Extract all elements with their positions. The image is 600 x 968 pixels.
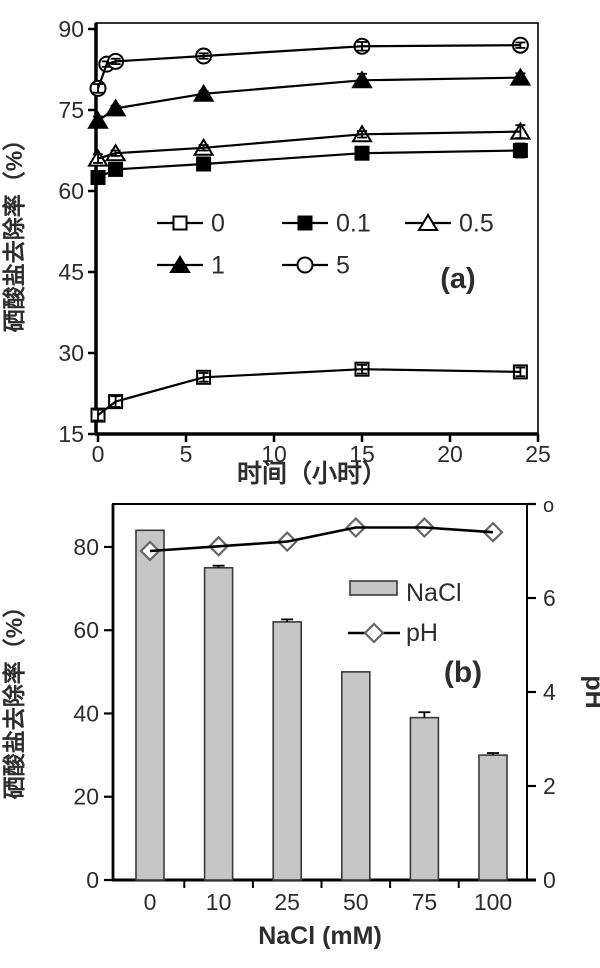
y-axis-title-left-b: 硒酸盐去除率（%） — [1, 595, 27, 799]
y-axis-title-right-b: pH — [580, 675, 600, 708]
legend-label-5: 5 — [336, 252, 350, 280]
y-tick-label-a: 15 — [58, 421, 84, 447]
x-axis-title-a: 时间（小时） — [237, 459, 387, 488]
series-5 — [89, 36, 529, 97]
y-tick-label-left-b: 60 — [73, 617, 99, 643]
x-category-label-b: 75 — [412, 889, 438, 915]
series-0 — [90, 361, 528, 423]
legend-label-ph: pH — [406, 619, 438, 647]
x-category-label-b: 0 — [144, 889, 157, 915]
y-tick-label-right-b: o — [543, 495, 554, 517]
ph-line — [149, 526, 494, 553]
series-0.5 — [87, 121, 532, 167]
bar-25 — [272, 621, 303, 881]
triangle-filled-marker — [169, 255, 191, 273]
bar-100 — [478, 754, 508, 881]
x-tick-label-a: 15 — [349, 441, 375, 467]
x-tick-label-a: 20 — [437, 441, 463, 467]
x-tick-label-a: 10 — [261, 441, 287, 467]
y-tick-label-right-b: 6 — [543, 585, 556, 611]
y-tick-label-left-b: 20 — [73, 784, 99, 810]
y-tick-label-a: 75 — [58, 97, 84, 123]
bar-75 — [409, 716, 440, 881]
bar-10 — [203, 566, 234, 881]
y-tick-label-left-b: 80 — [73, 534, 99, 560]
series-line-5 — [96, 44, 521, 89]
legend-swatch-nacl — [349, 580, 398, 596]
y-tick-label-right-b: 0 — [543, 867, 556, 893]
diamond-marker — [363, 622, 385, 644]
series-ph — [139, 516, 504, 562]
series-line-0.1 — [97, 149, 521, 179]
y-tick-label-a: 60 — [58, 178, 84, 204]
triangle-open-marker — [417, 213, 439, 231]
y-tick-label-a: 90 — [58, 16, 84, 42]
legend-label-1: 1 — [211, 252, 225, 280]
y-tick-label-left-b: 40 — [73, 700, 99, 726]
legend-label-nacl: NaCl — [406, 579, 462, 607]
series-line-1 — [97, 76, 521, 122]
bar-50 — [340, 671, 371, 881]
x-category-label-b: 100 — [474, 889, 512, 915]
y-tick-label-right-b: 2 — [543, 773, 556, 799]
legend-a: 0 0.1 0.5 1 5 — [157, 210, 494, 280]
legend-label-0.5: 0.5 — [459, 210, 494, 238]
x-tick-label-a: 0 — [92, 441, 105, 467]
plot-border-b — [112, 503, 528, 881]
series-line-0.5 — [97, 130, 521, 160]
x-category-label-b: 50 — [343, 889, 369, 915]
x-axis-title-b: NaCl (mM) — [258, 922, 382, 950]
y-tick-label-right-b: 4 — [543, 679, 556, 705]
circle-open-marker — [296, 256, 314, 274]
legend-label-0: 0 — [211, 210, 225, 238]
square-open-marker — [172, 215, 188, 231]
x-tick-label-a: 5 — [180, 441, 193, 467]
series-line-0 — [97, 368, 521, 416]
y-axis-title-a: 硒酸盐去除率（%） — [1, 128, 27, 332]
series-0.1 — [90, 142, 528, 185]
series-1 — [87, 67, 532, 129]
square-filled-marker — [297, 215, 313, 231]
panel-label-b: (b) — [444, 656, 482, 689]
x-category-label-b: 10 — [206, 889, 232, 915]
y-tick-label-left-b: 0 — [86, 867, 99, 893]
y-tick-label-a: 30 — [58, 340, 84, 366]
x-category-label-b: 25 — [274, 889, 300, 915]
x-tick-label-a: 25 — [525, 441, 551, 467]
y-tick-label-a: 45 — [58, 259, 84, 285]
legend-label-0.1: 0.1 — [336, 210, 371, 238]
legend-b: NaCl pH — [348, 579, 462, 647]
bar-0 — [135, 529, 165, 881]
panel-label-a: (a) — [440, 263, 475, 295]
